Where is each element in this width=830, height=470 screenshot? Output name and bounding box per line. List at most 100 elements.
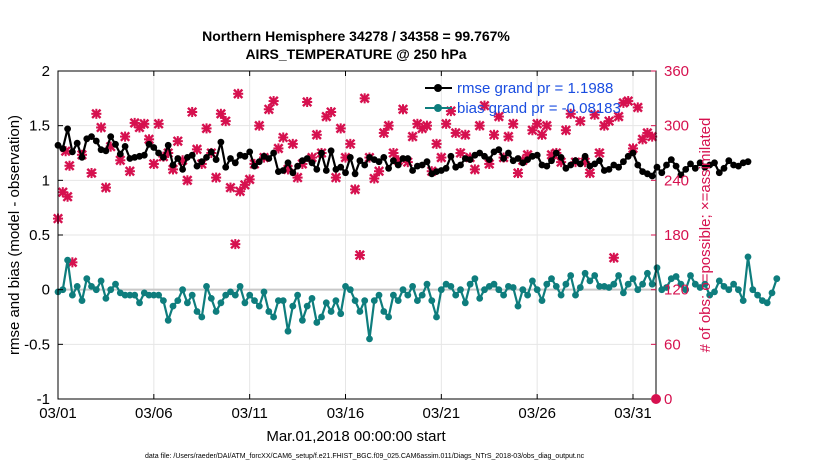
assimilated-point bbox=[278, 132, 289, 143]
assimilated-point bbox=[153, 118, 164, 129]
rmse-point bbox=[624, 152, 632, 160]
bias-point bbox=[524, 291, 531, 299]
rmse-point bbox=[279, 167, 287, 174]
assimilated-point bbox=[254, 120, 265, 131]
bias-point bbox=[409, 283, 416, 290]
bias-point bbox=[677, 280, 685, 288]
rmse-point bbox=[69, 148, 76, 156]
assimilated-point bbox=[233, 88, 244, 99]
bias-point bbox=[663, 284, 670, 291]
assimilated-point bbox=[632, 102, 643, 113]
bias-point bbox=[514, 302, 522, 310]
assimilated-point bbox=[215, 108, 226, 119]
rmse-point bbox=[270, 149, 277, 157]
rmse-point bbox=[265, 155, 273, 162]
rmse-point bbox=[576, 160, 584, 168]
rmse-point bbox=[217, 138, 225, 146]
x-tick-label: 03/26 bbox=[518, 405, 556, 422]
assimilated-point bbox=[589, 109, 600, 120]
bias-point bbox=[231, 291, 239, 299]
bias-point bbox=[236, 283, 244, 290]
rmse-point bbox=[648, 172, 656, 180]
bias-point bbox=[744, 253, 752, 261]
rmse-point bbox=[543, 162, 551, 170]
bias-point bbox=[538, 297, 546, 304]
bias-point bbox=[318, 313, 325, 321]
rmse-point bbox=[744, 158, 752, 166]
bias-point bbox=[370, 297, 378, 304]
bias-point bbox=[610, 280, 618, 288]
assimilated-point bbox=[397, 104, 409, 115]
bias-point bbox=[337, 310, 345, 318]
bias-point bbox=[639, 280, 646, 288]
assimilated-point bbox=[335, 123, 346, 134]
bias-point bbox=[720, 283, 728, 290]
legend-bias-label: bias grand pr = -0.08183 bbox=[457, 100, 621, 117]
rmse-point bbox=[442, 164, 450, 172]
rmse-point bbox=[203, 154, 210, 161]
rmse-point bbox=[404, 155, 412, 162]
bias-point bbox=[529, 277, 536, 285]
rmse-point bbox=[73, 139, 81, 147]
assimilated-point bbox=[608, 252, 619, 263]
bias-point bbox=[763, 299, 771, 307]
rmse-point bbox=[394, 161, 402, 169]
bias-point bbox=[203, 283, 210, 290]
rmse-point bbox=[677, 171, 685, 179]
assimilated-point bbox=[311, 129, 322, 140]
bias-point bbox=[260, 288, 268, 296]
obs-possible-marker bbox=[651, 394, 661, 404]
assimilated-point bbox=[373, 166, 385, 177]
rmse-point bbox=[121, 143, 129, 150]
rmse-point bbox=[140, 151, 148, 159]
bias-point bbox=[102, 295, 110, 302]
rmse-point bbox=[672, 162, 680, 170]
bias-point bbox=[682, 286, 690, 294]
bias-point bbox=[423, 280, 431, 288]
assimilated-point bbox=[124, 166, 135, 177]
bias-point bbox=[519, 286, 527, 294]
bias-point bbox=[356, 308, 364, 315]
rmse-point bbox=[160, 154, 167, 161]
assimilated-point bbox=[469, 164, 480, 175]
bias-point bbox=[361, 297, 369, 304]
y2-tick-label: 120 bbox=[664, 282, 689, 299]
rmse-point bbox=[193, 162, 201, 170]
bias-point bbox=[160, 297, 167, 304]
assimilated-point bbox=[369, 173, 380, 184]
x-tick-label: 03/06 bbox=[135, 405, 173, 422]
assimilated-point bbox=[613, 111, 624, 122]
bias-point bbox=[572, 291, 579, 299]
x-tick-label: 03/21 bbox=[423, 405, 461, 422]
rmse-point bbox=[548, 157, 555, 165]
rmse-point bbox=[572, 157, 579, 165]
rmse-point bbox=[696, 159, 704, 167]
rmse-point bbox=[634, 161, 642, 169]
bias-point bbox=[509, 284, 517, 291]
bias-point bbox=[284, 327, 292, 335]
bias-point bbox=[136, 299, 143, 307]
bias-point bbox=[687, 272, 694, 279]
bias-point bbox=[414, 297, 421, 304]
bias-point bbox=[303, 302, 311, 310]
bias-point bbox=[701, 280, 709, 288]
bias-point bbox=[83, 275, 91, 283]
assimilated-point bbox=[263, 104, 274, 115]
rmse-point bbox=[150, 144, 158, 151]
rmse-point bbox=[294, 162, 301, 170]
rmse-point bbox=[409, 167, 416, 174]
x-tick-label: 03/01 bbox=[39, 405, 77, 422]
rmse-point bbox=[605, 166, 613, 173]
rmse-point bbox=[524, 156, 531, 164]
rmse-point bbox=[255, 158, 263, 166]
assimilated-point bbox=[96, 122, 107, 133]
bias-point bbox=[217, 299, 225, 307]
assimilated-point bbox=[508, 118, 519, 129]
bias-point bbox=[696, 284, 704, 291]
rmse-point bbox=[342, 169, 349, 177]
assimilated-point bbox=[431, 138, 442, 149]
rmse-point bbox=[466, 156, 474, 164]
assimilated-point bbox=[503, 131, 514, 142]
bias-point bbox=[121, 291, 129, 299]
bias-point bbox=[179, 286, 187, 294]
